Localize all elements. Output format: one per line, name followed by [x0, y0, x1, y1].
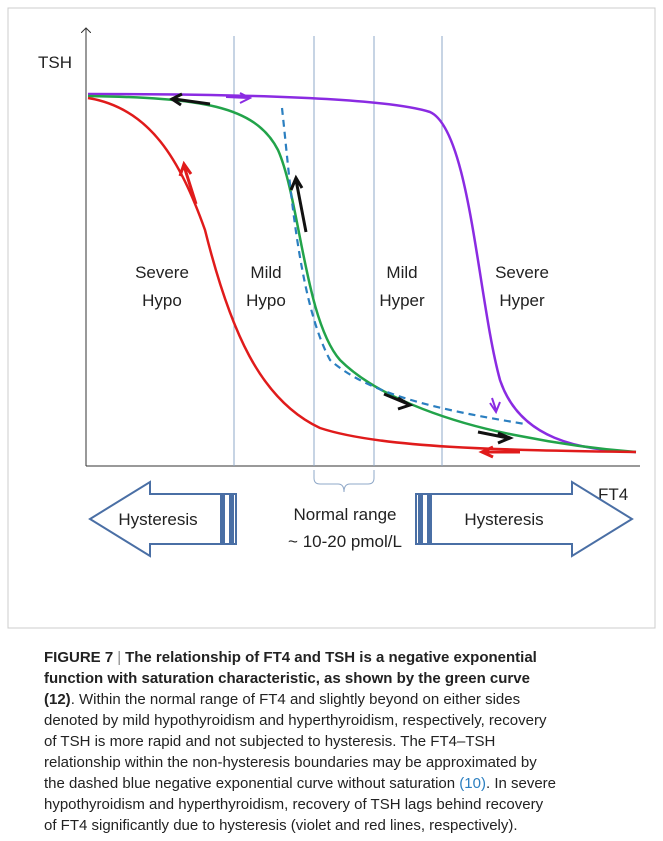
- region-label: Mild: [250, 263, 281, 282]
- caption-line: the dashed blue negative exponential cur…: [44, 775, 556, 792]
- region-label: Severe: [135, 263, 189, 282]
- caption: FIGURE 7 | The relationship of FT4 and TSH…: [44, 649, 556, 834]
- caption-text: of FT4 significantly due to hysteresis (…: [44, 817, 518, 834]
- caption-text: . In severe: [486, 775, 556, 792]
- y-axis-label: TSH: [38, 53, 72, 72]
- caption-separator: |: [117, 649, 121, 666]
- caption-text: hypothyroidism and hyperthyroidism, reco…: [44, 796, 544, 813]
- caption-title: The relationship of FT4 and TSH is a neg…: [125, 649, 537, 666]
- normal-range-label: Normal range: [294, 505, 397, 524]
- caption-text: the dashed blue negative exponential cur…: [44, 775, 459, 792]
- caption-text: . Within the normal range of FT4 and sli…: [71, 691, 520, 708]
- citation: (12): [44, 691, 71, 708]
- caption-line: (12). Within the normal range of FT4 and…: [44, 691, 520, 708]
- green-curve: [87, 94, 637, 454]
- x-axis-label: FT4: [598, 485, 628, 504]
- region-label: Severe: [495, 263, 549, 282]
- arrow-bar: [229, 494, 234, 544]
- caption-text: of TSH is more rapid and not subjected t…: [44, 733, 495, 750]
- caption-title: function with saturation characteristic,…: [44, 670, 530, 687]
- figure-frame: [7, 7, 656, 629]
- left-arrow-label: Hysteresis: [118, 510, 197, 529]
- region-label: Hypo: [246, 291, 286, 310]
- caption-line: FIGURE 7 | The relationship of FT4 and TSH…: [44, 649, 537, 666]
- arrow-bar: [427, 494, 432, 544]
- arrow-bar: [220, 494, 225, 544]
- arrow-bar: [418, 494, 423, 544]
- dashed-blue-curve: [280, 107, 526, 426]
- right-arrow-label: Hysteresis: [464, 510, 543, 529]
- red-curve: [87, 96, 637, 454]
- region-dividers: [233, 36, 443, 466]
- caption-text: relationship within the non-hysteresis b…: [44, 754, 537, 771]
- normal-range-values: ~ 10-20 pmol/L: [288, 532, 402, 551]
- caption-label: FIGURE 7: [44, 649, 113, 666]
- normal-range-bracket: [313, 470, 375, 493]
- caption-text: denoted by mild hypothyroidism and hyper…: [44, 712, 547, 729]
- violet-curve: [87, 92, 637, 454]
- right-hysteresis-arrow: [415, 480, 634, 558]
- region-label: Mild: [386, 263, 417, 282]
- region-label: Hyper: [379, 291, 425, 310]
- direction-arrows: [169, 92, 520, 459]
- citation: (10): [459, 775, 486, 792]
- region-label: Hypo: [142, 291, 182, 310]
- region-label: Hyper: [499, 291, 545, 310]
